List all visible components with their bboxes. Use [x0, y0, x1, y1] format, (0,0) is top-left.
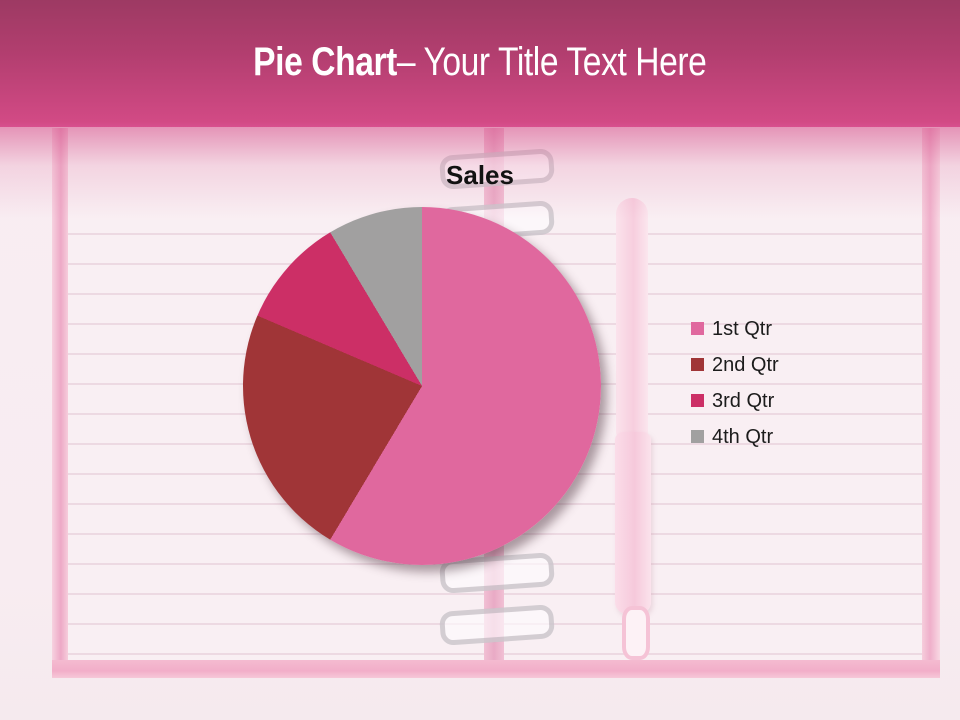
legend-item: 3rd Qtr	[691, 389, 779, 412]
legend-swatch	[691, 358, 704, 371]
slide-header: Pie Chart– Your Title Text Here	[0, 0, 960, 127]
notebook-right-edge	[922, 128, 940, 660]
legend-item: 1st Qtr	[691, 317, 779, 340]
notebook-bottom-edge	[52, 660, 940, 678]
pen-decor-lower	[615, 432, 651, 614]
legend-item: 2nd Qtr	[691, 353, 779, 376]
slide-title: Pie Chart– Your Title Text Here	[253, 40, 707, 84]
slide-title-rest: – Your Title Text Here	[397, 40, 707, 84]
pen-decor-tip	[622, 606, 650, 660]
pie-chart	[243, 207, 601, 565]
legend-swatch	[691, 394, 704, 407]
legend-label: 3rd Qtr	[712, 389, 775, 412]
chart-title: Sales	[446, 160, 514, 190]
pen-decor-body	[616, 198, 648, 438]
chart-legend: 1st Qtr 2nd Qtr 3rd Qtr 4th Qtr	[691, 317, 779, 461]
legend-label: 1st Qtr	[712, 317, 773, 340]
header-fade-overlay	[0, 127, 960, 219]
legend-label: 4th Qtr	[712, 425, 774, 448]
legend-label: 2nd Qtr	[712, 353, 779, 376]
legend-item: 4th Qtr	[691, 425, 779, 448]
notebook-left-edge	[52, 128, 68, 660]
legend-swatch	[691, 430, 704, 443]
slide-title-bold: Pie Chart	[253, 40, 398, 84]
legend-swatch	[691, 322, 704, 335]
